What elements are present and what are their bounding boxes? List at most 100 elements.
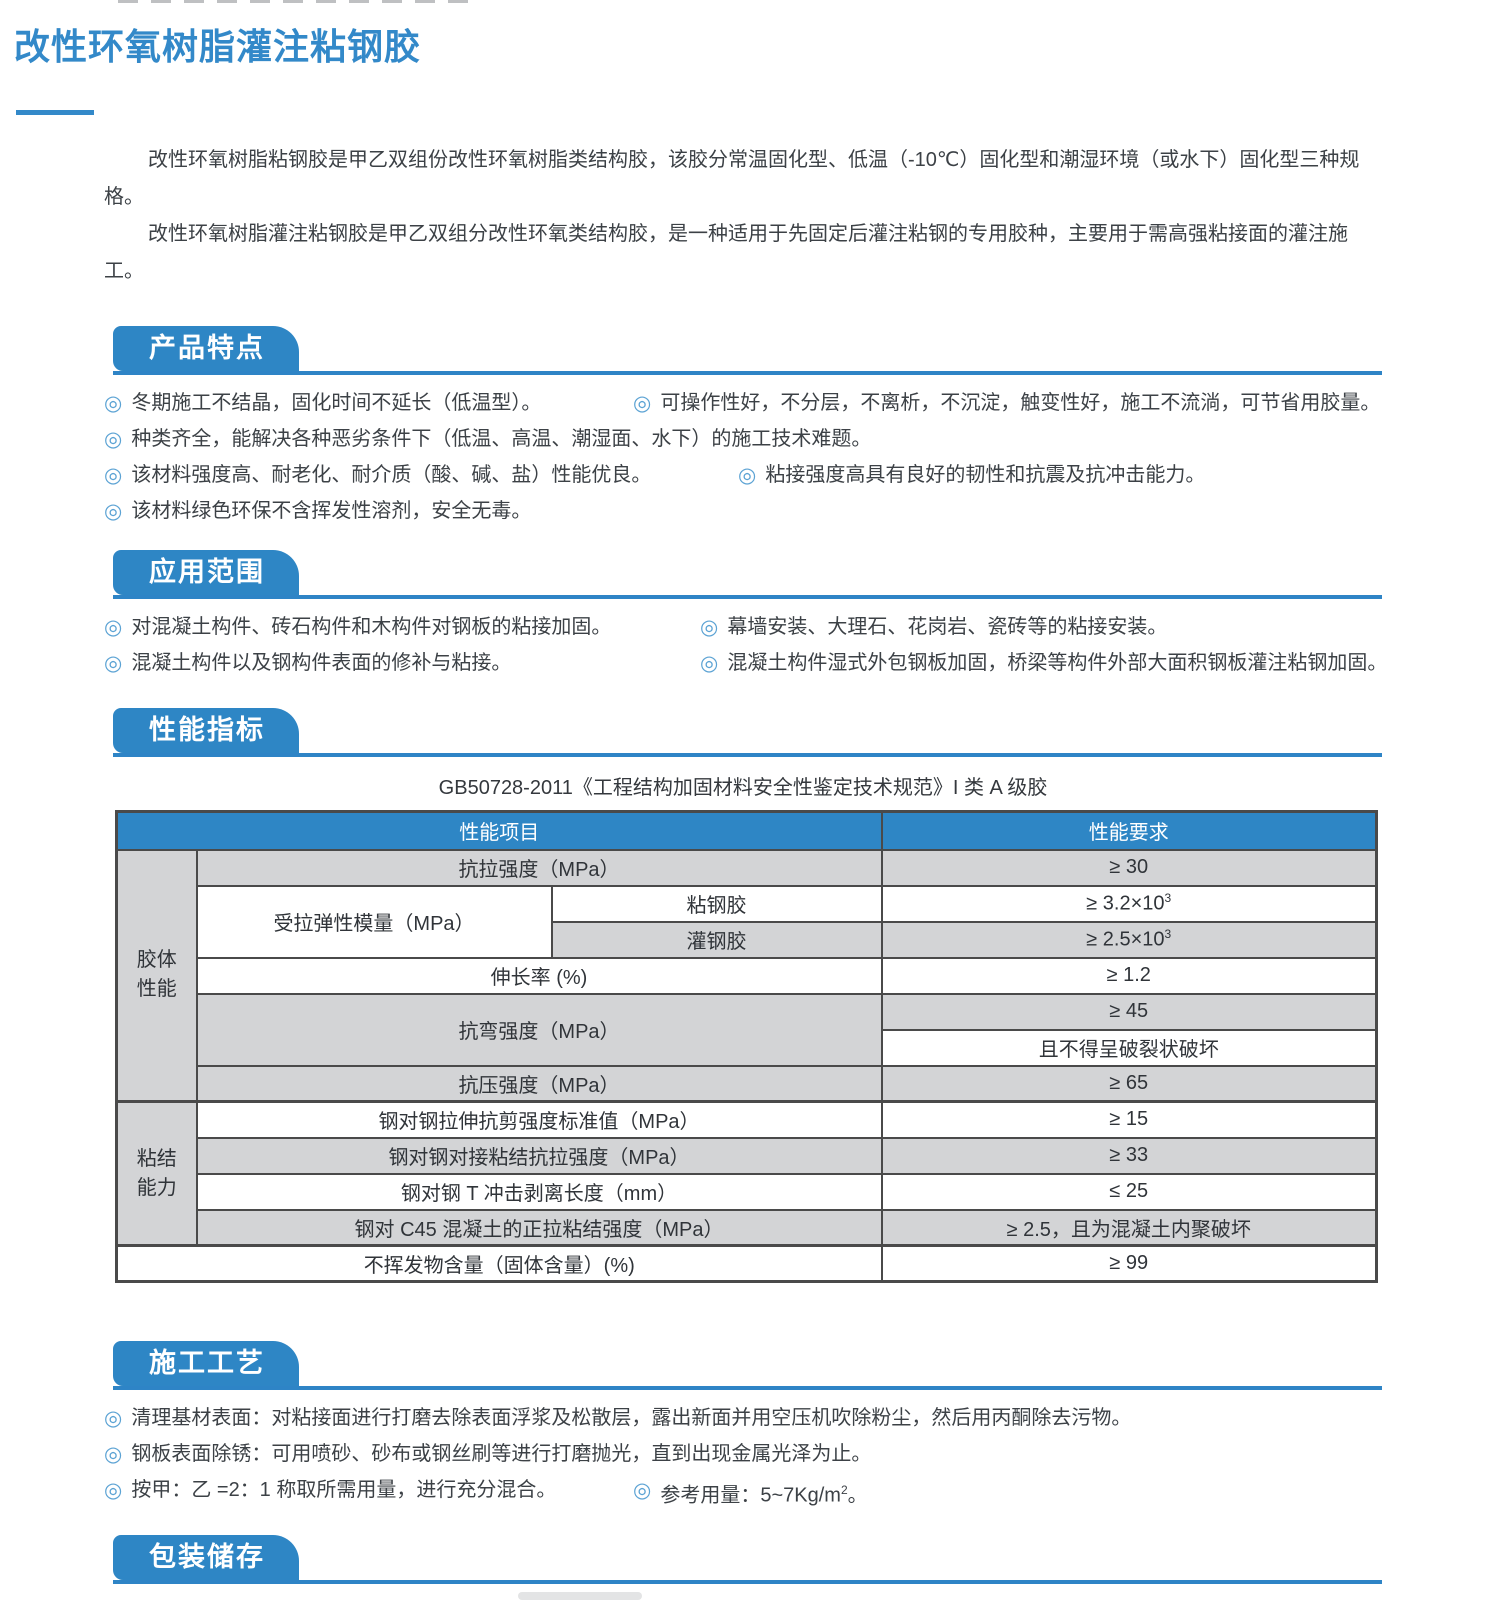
list-item: ◎ 钢板表面除锈：可用喷砂、砂布或钢丝刷等进行打磨抛光，直到出现金属光泽为止。 <box>104 1441 871 1468</box>
list-item-row: ◎ 按甲：乙 =2：1 称取所需用量，进行充分混合。 ◎ 参考用量：5~7Kg/… <box>104 1477 1382 1510</box>
list-item-text: 清理基材表面：对粘接面进行打磨去除表面浮浆及松散层，露出新面并用空压机吹除粉尘，… <box>131 1407 1132 1429</box>
list-item: ◎ 可操作性好，不分层，不离析，不沉淀，触变性好，施工不流淌，可节省用胶量。 <box>633 390 1380 417</box>
list-item-text: 种类齐全，能解决各种恶劣条件下（低温、高温、潮湿面、水下）的施工技术难题。 <box>131 428 872 450</box>
list-item-text: 该材料绿色环保不含挥发性溶剂，安全无毒。 <box>131 500 532 522</box>
intro-paragraph-2: 改性环氧树脂灌注粘钢胶是甲乙双组分改性环氧类结构胶，是一种适用于先固定后灌注粘钢… <box>104 223 1348 282</box>
requirement-cell: ≥ 2.5，且为混凝土内聚破坏 <box>880 1208 1378 1247</box>
bullseye-icon: ◎ <box>104 392 123 415</box>
property-cell: 受拉弹性模量（MPa） <box>195 884 553 959</box>
list-item-row: ◎ 冬期施工不结晶，固化时间不延长（低温型）。 ◎ 可操作性好，不分层，不离析，… <box>104 390 1382 417</box>
section-packaging-header-rule: 包装储存 <box>113 1534 1382 1584</box>
requirement-cell: ≥ 45 <box>880 992 1378 1031</box>
top-cutoff-artifact <box>118 0 470 3</box>
list-item: ◎ 混凝土构件湿式外包钢板加固，桥梁等构件外部大面积钢板灌注粘钢加固。 <box>700 650 1387 677</box>
property-cell: 抗拉强度（MPa） <box>195 848 883 887</box>
process-list: ◎ 清理基材表面：对粘接面进行打磨去除表面浮浆及松散层，露出新面并用空压机吹除粉… <box>104 1405 1382 1510</box>
applications-list: ◎ 对混凝土构件、砖石构件和木构件对钢板的粘接加固。 ◎ 幕墙安装、大理石、花岗… <box>104 614 1387 677</box>
table-row: 受拉弹性模量（MPa） 粘钢胶 ≥ 3.2×103 <box>117 884 1378 959</box>
property-cell: 不挥发物含量（固体含量）(%) <box>115 1244 883 1283</box>
section-applications-header-rule: 应用范围 <box>113 550 1382 599</box>
table-row: 胶体 性能 抗拉强度（MPa） ≥ 30 <box>115 848 1378 1103</box>
property-cell: 抗弯强度（MPa） <box>195 992 883 1067</box>
intro-paragraph-1: 改性环氧树脂粘钢胶是甲乙双组份改性环氧树脂类结构胶，该胶分常温固化型、低温（-1… <box>104 149 1360 208</box>
list-item: ◎ 粘接强度高具有良好的韧性和抗震及抗冲击能力。 <box>738 462 1205 489</box>
section-performance: 性能指标 GB50728-2011《工程结构加固材料安全性鉴定技术规范》I 类 … <box>104 708 1382 1283</box>
requirement-cell: ≥ 1.2 <box>880 956 1378 995</box>
list-item: ◎ 冬期施工不结晶，固化时间不延长（低温型）。 <box>104 390 633 417</box>
list-item: ◎ 幕墙安装、大理石、花岗岩、瓷砖等的粘接安装。 <box>700 614 1167 641</box>
list-item: ◎ 种类齐全，能解决各种恶劣条件下（低温、高温、潮湿面、水下）的施工技术难题。 <box>104 426 871 453</box>
section-process: 施工工艺 ◎ 清理基材表面：对粘接面进行打磨去除表面浮浆及松散层，露出新面并用空… <box>104 1341 1382 1510</box>
requirement-cell: 且不得呈破裂状破坏 <box>880 1028 1378 1067</box>
requirement-cell: ≥ 33 <box>880 1136 1378 1175</box>
list-item-text: 该材料强度高、耐老化、耐介质（酸、碱、盐）性能优良。 <box>131 464 652 486</box>
section-process-header-rule: 施工工艺 <box>113 1341 1382 1390</box>
bullseye-icon: ◎ <box>104 616 123 639</box>
table-row: 抗压强度（MPa） ≥ 65 <box>117 1064 1378 1103</box>
section-performance-header-rule: 性能指标 <box>113 708 1382 757</box>
section-packaging: 包装储存 ◎ 本产品采用大小铁桶包装；甲组分为：20Kg/ 桶，乙组分为：10K… <box>104 1534 1382 1600</box>
table-row: 伸长率 (%) ≥ 1.2 <box>117 956 1378 995</box>
list-item: ◎ 对混凝土构件、砖石构件和木构件对钢板的粘接加固。 <box>104 614 700 641</box>
list-item-text: 幕墙安装、大理石、花岗岩、瓷砖等的粘接安装。 <box>727 616 1168 638</box>
bullseye-icon: ◎ <box>633 1479 652 1502</box>
title-underline <box>16 110 94 115</box>
requirement-cell: ≥ 2.5×103 <box>880 920 1378 959</box>
bullseye-icon: ◎ <box>104 500 123 523</box>
property-cell: 钢对 C45 混凝土的正拉粘结强度（MPa） <box>195 1208 883 1247</box>
requirement-cell: ≥ 65 <box>880 1064 1378 1103</box>
requirement-cell: ≥ 99 <box>880 1244 1378 1283</box>
section-features: 产品特点 ◎ 冬期施工不结晶，固化时间不延长（低温型）。 ◎ 可操作性好，不分层… <box>104 326 1382 525</box>
section-applications-badge: 应用范围 <box>113 550 299 595</box>
requirement-cell: ≤ 25 <box>880 1172 1378 1211</box>
subproperty-cell: 灌钢胶 <box>550 920 883 959</box>
list-item-text: 对混凝土构件、砖石构件和木构件对钢板的粘接加固。 <box>131 616 612 638</box>
list-item-text: 粘接强度高具有良好的韧性和抗震及抗冲击能力。 <box>765 464 1206 486</box>
column-header-item: 性能项目 <box>115 810 883 851</box>
section-process-badge: 施工工艺 <box>113 1341 299 1386</box>
section-features-badge: 产品特点 <box>113 326 299 371</box>
section-applications: 应用范围 ◎ 对混凝土构件、砖石构件和木构件对钢板的粘接加固。 ◎ 幕墙安装、大… <box>104 550 1387 677</box>
bullseye-icon: ◎ <box>104 652 123 675</box>
list-item-text: 冬期施工不结晶，固化时间不延长（低温型）。 <box>131 392 542 414</box>
requirement-cell: ≥ 15 <box>880 1100 1378 1139</box>
list-item-row: ◎ 清理基材表面：对粘接面进行打磨去除表面浮浆及松散层，露出新面并用空压机吹除粉… <box>104 1405 1382 1432</box>
property-cell: 伸长率 (%) <box>195 956 883 995</box>
list-item-text: 可操作性好，不分层，不离析，不沉淀，触变性好，施工不流淌，可节省用胶量。 <box>660 392 1381 414</box>
bullseye-icon: ◎ <box>633 392 652 415</box>
property-cell: 钢对钢拉伸抗剪强度标准值（MPa） <box>195 1100 883 1139</box>
list-item-text: 钢板表面除锈：可用喷砂、砂布或钢丝刷等进行打磨抛光，直到出现金属光泽为止。 <box>131 1443 872 1465</box>
requirement-cell: ≥ 30 <box>880 848 1378 887</box>
bullseye-icon: ◎ <box>104 1407 123 1430</box>
requirement-cell: ≥ 3.2×103 <box>880 884 1378 923</box>
bullseye-icon: ◎ <box>104 1443 123 1466</box>
subproperty-cell: 粘钢胶 <box>550 884 883 923</box>
bullseye-icon: ◎ <box>104 464 123 487</box>
page-title: 改性环氧树脂灌注粘钢胶 <box>14 26 422 67</box>
table-header-row: 性能项目 性能要求 <box>115 810 1378 851</box>
column-header-requirement: 性能要求 <box>880 810 1378 851</box>
property-cell: 抗压强度（MPa） <box>195 1064 883 1103</box>
bullseye-icon: ◎ <box>700 652 719 675</box>
bottom-cutoff-artifact <box>518 1592 642 1600</box>
list-item-text: 混凝土构件湿式外包钢板加固，桥梁等构件外部大面积钢板灌注粘钢加固。 <box>727 652 1388 674</box>
list-item: ◎ 参考用量：5~7Kg/m2。 <box>633 1477 868 1510</box>
list-item-text: 参考用量：5~7Kg/m2。 <box>660 1483 868 1507</box>
table-row: 灌钢胶 ≥ 2.5×103 <box>117 920 1378 959</box>
intro-block: 改性环氧树脂粘钢胶是甲乙双组份改性环氧树脂类结构胶，该胶分常温固化型、低温（-1… <box>104 142 1382 290</box>
section-performance-badge: 性能指标 <box>113 708 299 753</box>
performance-table: 性能项目 性能要求 胶体 性能 抗拉强度（MPa） ≥ 30 受拉弹性模量（MP… <box>115 810 1378 1283</box>
bullseye-icon: ◎ <box>104 428 123 451</box>
section-packaging-badge: 包装储存 <box>113 1534 299 1580</box>
list-item-text: 按甲：乙 =2：1 称取所需用量，进行充分混合。 <box>131 1479 557 1501</box>
list-item-row: ◎ 该材料绿色环保不含挥发性溶剂，安全无毒。 <box>104 498 1382 525</box>
list-item: ◎ 该材料绿色环保不含挥发性溶剂，安全无毒。 <box>104 498 531 525</box>
list-item-row: ◎ 种类齐全，能解决各种恶劣条件下（低温、高温、潮湿面、水下）的施工技术难题。 <box>104 426 1382 453</box>
standard-reference: GB50728-2011《工程结构加固材料安全性鉴定技术规范》I 类 A 级胶 <box>438 777 1048 799</box>
list-item-row: ◎ 该材料强度高、耐老化、耐介质（酸、碱、盐）性能优良。 ◎ 粘接强度高具有良好… <box>104 462 1382 489</box>
list-item: ◎ 按甲：乙 =2：1 称取所需用量，进行充分混合。 <box>104 1477 633 1504</box>
bullseye-icon: ◎ <box>700 616 719 639</box>
table-row: 粘结 能力 钢对钢拉伸抗剪强度标准值（MPa） ≥ 15 <box>115 1100 1378 1247</box>
table-row: 抗弯强度（MPa） ≥ 45 <box>117 992 1378 1067</box>
row-group-bonding-capacity: 粘结 能力 <box>115 1100 198 1247</box>
